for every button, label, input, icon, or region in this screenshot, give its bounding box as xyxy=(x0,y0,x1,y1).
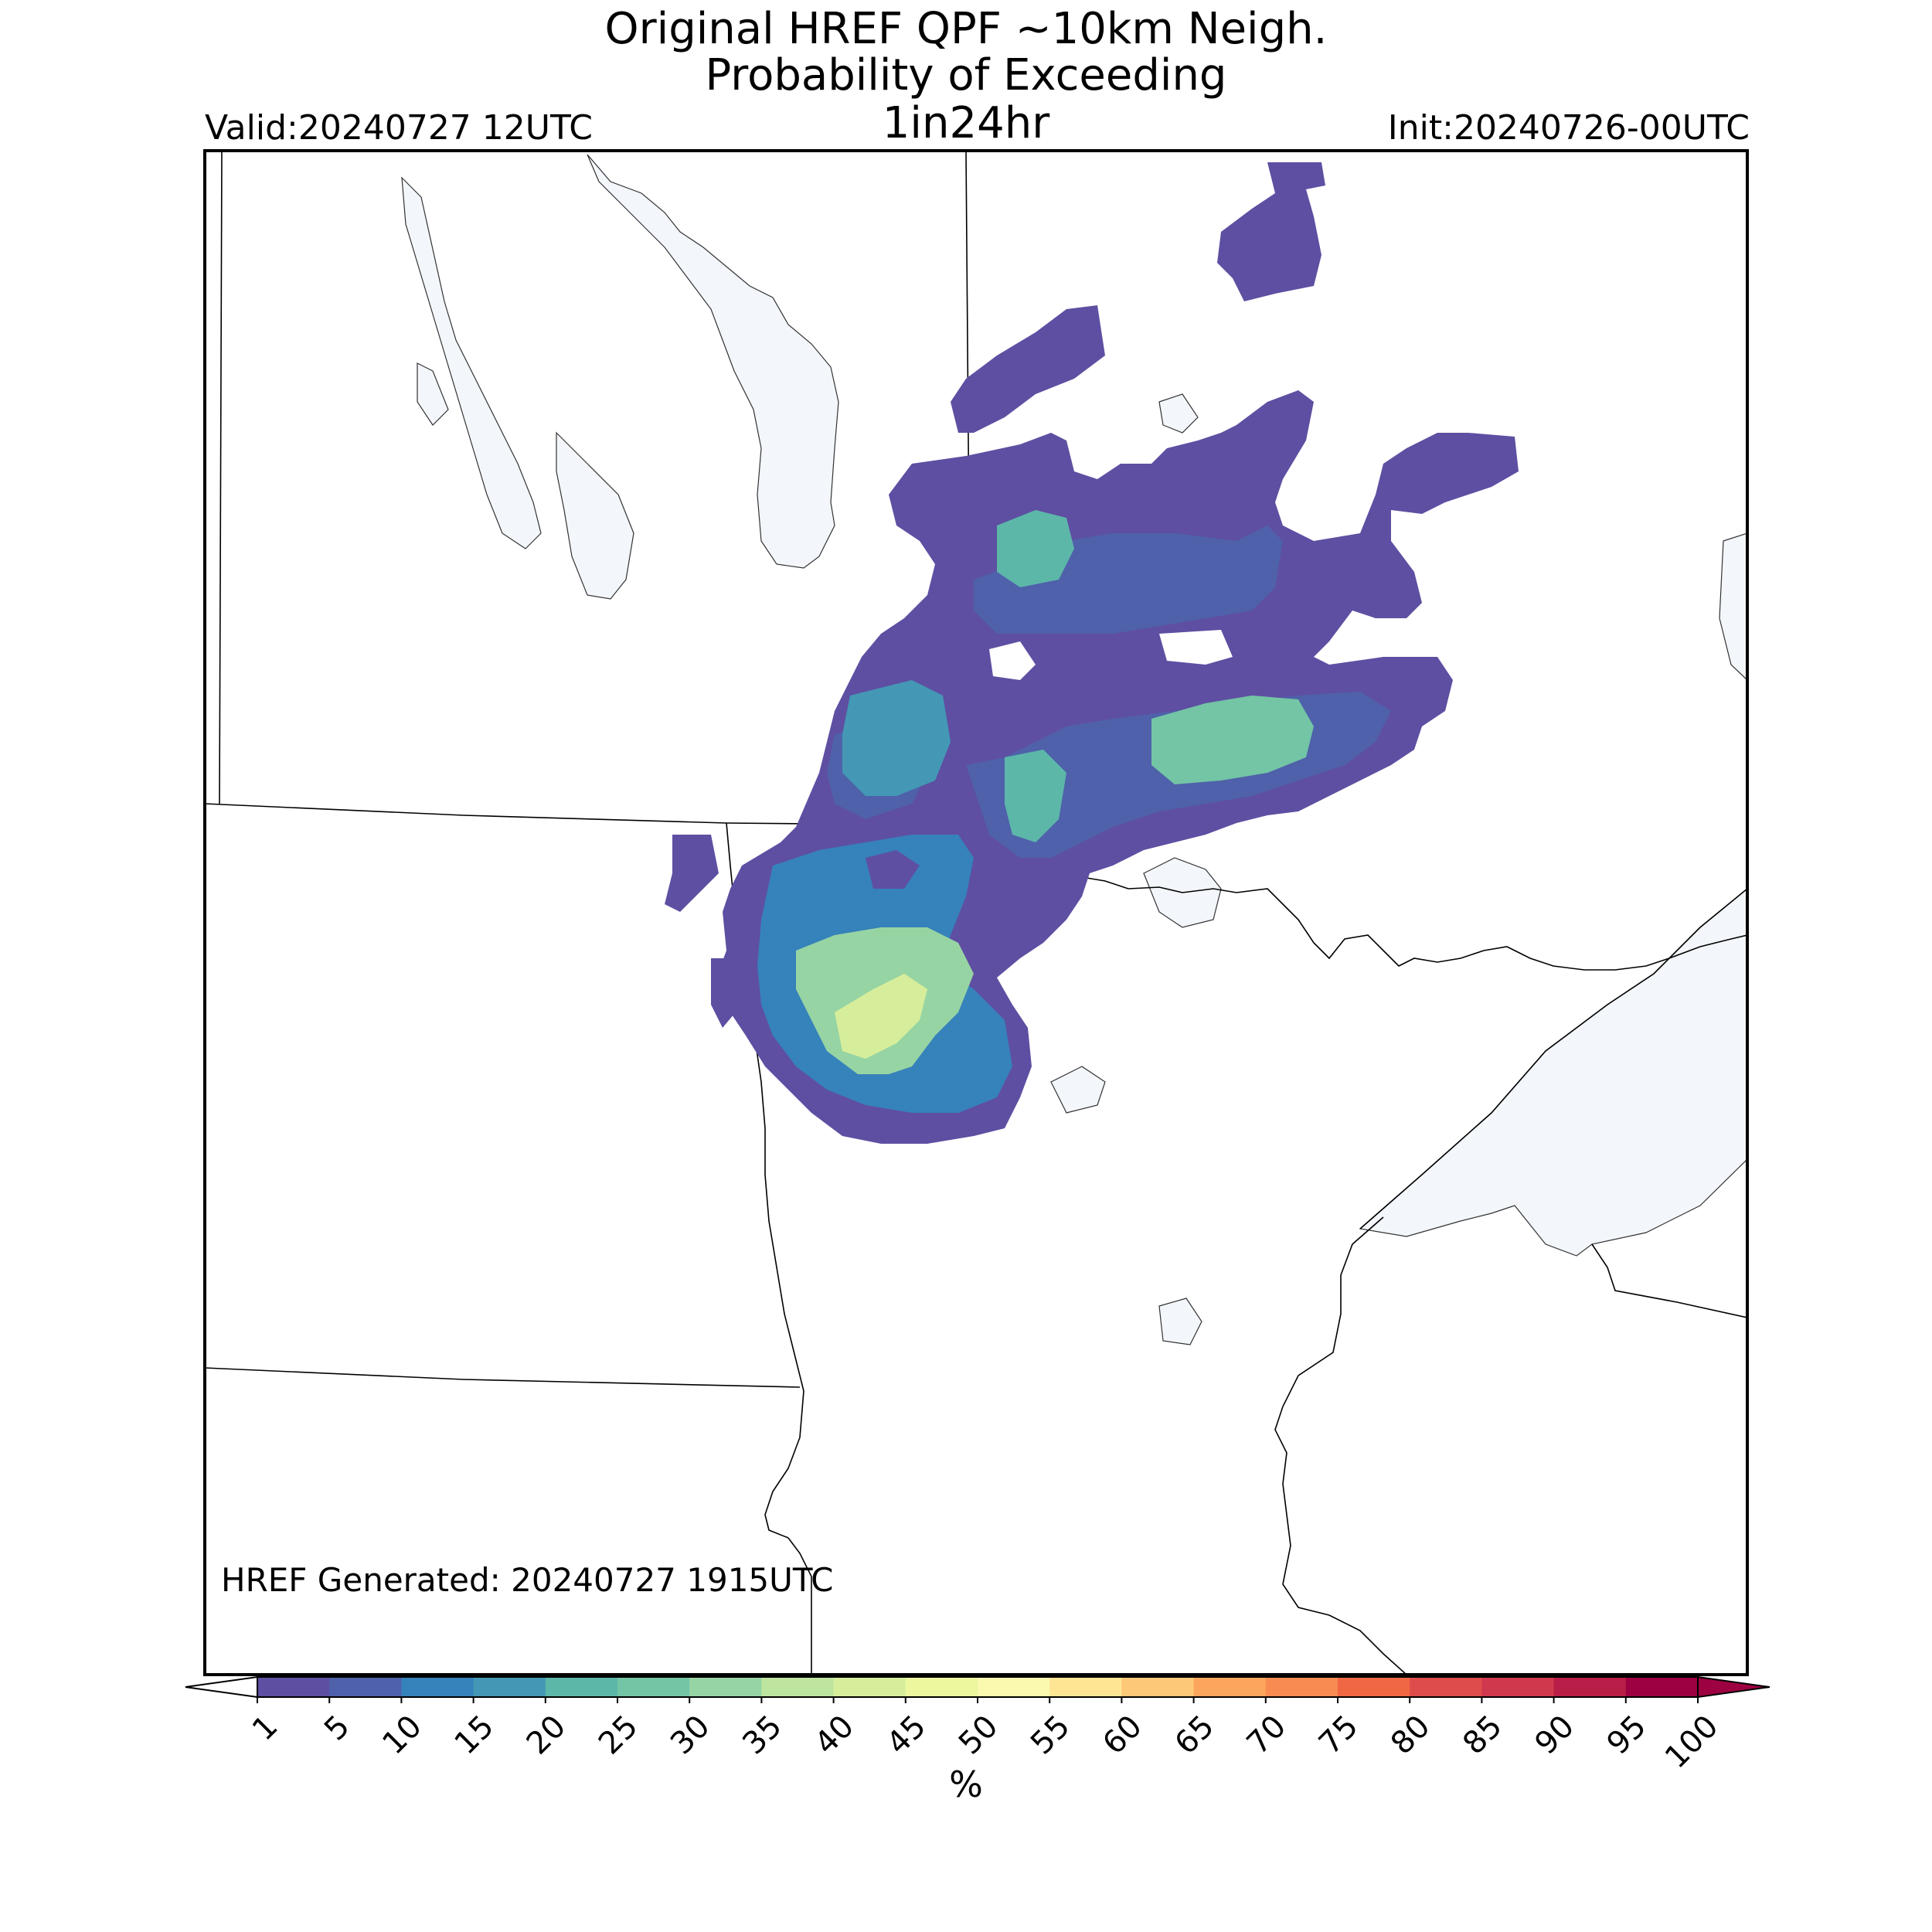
colorbar-tick-label: 100 xyxy=(1658,1709,1726,1776)
border-manitoba-saskatchewan xyxy=(219,151,223,804)
water-bodies xyxy=(401,154,1747,1345)
probability-contour xyxy=(835,974,927,1059)
colorbar-tick-label: 45 xyxy=(880,1709,934,1762)
colorbar-segment xyxy=(545,1677,618,1697)
colorbar-segment xyxy=(1481,1677,1555,1697)
init-time-label: Init:20240726-00UTC xyxy=(1387,108,1750,148)
border-minnesota-wisconsin xyxy=(1274,1216,1407,1675)
colorbar-segment xyxy=(689,1677,762,1697)
lake-nipigon xyxy=(1719,532,1747,681)
colorbar-tick-label: 30 xyxy=(664,1709,717,1762)
colorbar-segment xyxy=(1049,1677,1122,1697)
map-frame xyxy=(203,149,1749,1676)
colorbar: 1 5 10 15 20 25 30 35 40 45 50 55 60 65 70 75 80 85 90 95 10… xyxy=(185,1675,1770,1776)
colorbar-segment xyxy=(617,1677,690,1697)
border-wisconsin-michigan xyxy=(1591,1243,1747,1318)
colorbar-segment xyxy=(329,1677,402,1697)
probability-hole xyxy=(989,641,1036,680)
southern-indian-lakes xyxy=(1158,393,1199,434)
probability-contour xyxy=(1151,696,1314,784)
colorbar-tick-label: 35 xyxy=(736,1709,789,1762)
probability-contour xyxy=(665,835,719,912)
probability-contour xyxy=(951,305,1105,433)
border-north-dakota-south-dakota xyxy=(205,1367,801,1388)
map-content xyxy=(205,151,1747,1675)
shoreline-superior xyxy=(1359,888,1747,1230)
colorbar-under-arrow xyxy=(185,1675,258,1699)
colorbar-tick-label: 95 xyxy=(1600,1709,1654,1762)
colorbar-tick-label: 70 xyxy=(1240,1709,1294,1762)
colorbar-segment xyxy=(1121,1677,1195,1697)
colorbar-tick-label: 90 xyxy=(1529,1709,1582,1762)
colorbar-tick-label: 65 xyxy=(1168,1709,1222,1762)
probability-contour xyxy=(997,510,1074,587)
lake-manitoba xyxy=(556,431,634,600)
cedar-lake xyxy=(417,362,449,426)
colorbar-segment xyxy=(761,1677,835,1697)
colorbar-tick-label: 10 xyxy=(376,1709,429,1762)
colorbar-segment xyxy=(1625,1677,1699,1697)
colorbar-unit-label: % xyxy=(949,1764,983,1805)
colorbar-tick-label: 60 xyxy=(1096,1709,1149,1762)
valid-time-label: Valid:20240727 12UTC xyxy=(205,108,594,148)
probability-contour xyxy=(711,958,742,1028)
colorbar-segment xyxy=(978,1677,1050,1697)
colorbar-tick-label: 25 xyxy=(592,1709,645,1762)
colorbar-tick-label: 85 xyxy=(1456,1709,1509,1762)
colorbar-segment xyxy=(1410,1677,1482,1697)
probability-contour xyxy=(842,680,951,796)
colorbar-tick-label: 55 xyxy=(1024,1709,1077,1762)
title-line-3: 1in24hr xyxy=(882,98,1050,148)
lake-winnipeg xyxy=(587,154,839,569)
colorbar-tick-label: 20 xyxy=(520,1709,573,1762)
probability-hole xyxy=(1159,630,1233,665)
border-minnesota-south-dakota xyxy=(787,1537,812,1675)
probability-contour xyxy=(866,850,920,889)
colorbar-tick-label: 15 xyxy=(448,1709,502,1762)
colorbar-segment xyxy=(1553,1677,1627,1697)
probability-contour xyxy=(1217,162,1325,301)
mille-lacs xyxy=(1158,1298,1202,1345)
probability-contour xyxy=(1005,750,1066,842)
red-lake xyxy=(1050,1066,1106,1114)
colorbar-segment xyxy=(401,1677,474,1697)
colorbar-over-arrow xyxy=(1697,1675,1770,1699)
colorbar-segment xyxy=(1193,1677,1267,1697)
colorbar-tick-label: 5 xyxy=(318,1709,357,1748)
colorbar-segment xyxy=(905,1677,978,1697)
probability-field xyxy=(665,162,1519,1144)
colorbar-tick-label: 80 xyxy=(1384,1709,1437,1762)
colorbar-tick-label: 40 xyxy=(808,1709,862,1762)
colorbar-segment xyxy=(473,1677,546,1697)
colorbar-segment xyxy=(833,1677,906,1697)
colorbar-segment xyxy=(1265,1677,1338,1697)
generated-time-label: HREF Generated: 20240727 1915UTC xyxy=(221,1561,834,1599)
title-line-1: Original HREF QPF ~10km Neigh. xyxy=(604,4,1328,54)
colorbar-segment xyxy=(1338,1677,1410,1697)
title-line-2: Probability of Exceeding xyxy=(705,50,1227,100)
lake-winnipegosis xyxy=(401,176,542,549)
colorbar-tick-label: 75 xyxy=(1312,1709,1366,1762)
colorbar-tick-label: 50 xyxy=(952,1709,1005,1762)
colorbar-segment xyxy=(257,1677,330,1697)
colorbar-tick-label: 1 xyxy=(246,1709,285,1748)
